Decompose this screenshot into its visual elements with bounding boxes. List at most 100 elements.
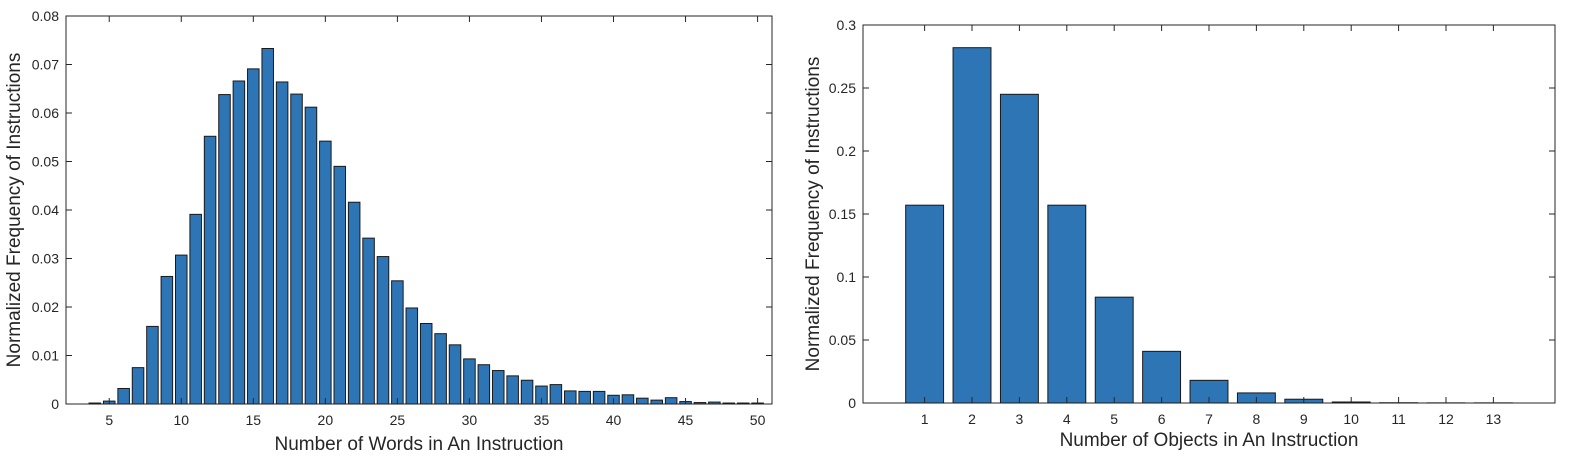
y-tick-label: 0.08 [32, 8, 59, 24]
x-tick-label: 3 [1016, 411, 1024, 427]
y-tick-label: 0.06 [32, 105, 59, 121]
y-tick-group: 0 0.05 0.1 0.15 0.2 0.25 0.3 [829, 17, 1555, 411]
x-tick-label: 5 [105, 412, 113, 428]
bar-32 [491, 370, 505, 405]
x-tick-label: 4 [1063, 411, 1071, 427]
bar-37 [564, 390, 577, 405]
bar-17 [275, 81, 289, 405]
x-tick-label: 6 [1158, 411, 1166, 427]
y-tick-label: 0 [848, 395, 856, 411]
x-tick-label: 40 [606, 412, 622, 428]
bar-20 [319, 140, 332, 405]
bar-6 [1142, 350, 1182, 404]
object-count-histogram: 1 2 3 4 5 6 7 8 9 10 11 12 13 00.050.10.150.20.250.3… [803, 17, 1556, 451]
bar-group [905, 47, 1513, 404]
bar-16 [261, 48, 274, 405]
y-tick-label: 0.2 [837, 143, 857, 159]
bar-9 [160, 275, 174, 405]
bar-24 [376, 256, 390, 405]
word-count-histogram: 5 10 15 20 25 30 35 40 45 50 0 0.01 0.02 0.03 0.04 0.0… [4, 8, 773, 455]
bar-49 [736, 402, 750, 405]
bar-25 [391, 280, 404, 405]
x-tick-group: 1 2 3 4 5 6 7 8 9 10 11 12 13 [921, 25, 1502, 427]
x-axis-label: Number of Objects in An Instruction [1060, 430, 1359, 451]
y-tick-label: 0 [51, 396, 59, 412]
bar-42 [636, 397, 649, 405]
bar-39 [592, 390, 606, 405]
x-tick-label: 1 [921, 411, 929, 427]
bar-48 [722, 402, 736, 405]
x-tick-label: 8 [1252, 411, 1260, 427]
x-tick-label: 5 [1110, 411, 1118, 427]
bar-12 [203, 135, 217, 405]
bar-34 [520, 379, 534, 405]
bar-46 [693, 402, 707, 405]
y-tick-label: 0.1 [837, 269, 857, 285]
y-tick-label: 0.3 [837, 17, 857, 33]
y-axis-label: Normalized Frequency of Instructions [4, 53, 25, 368]
x-tick-label: 45 [678, 412, 694, 428]
y-tick-label: 0.07 [32, 57, 59, 73]
bar-8 [146, 325, 159, 405]
x-tick-label: 20 [318, 412, 334, 428]
bar-21 [333, 165, 347, 405]
x-axis-label: Number of Words in An Instruction [275, 434, 564, 455]
bar-44 [664, 397, 678, 405]
x-tick-label: 35 [534, 412, 550, 428]
bar-29 [448, 344, 462, 405]
y-axis-label: Normalized Frequency of Instructions [803, 57, 824, 372]
bar-13 [218, 94, 231, 405]
x-tick-label: 25 [390, 412, 406, 428]
x-tick-label: 10 [1343, 411, 1359, 427]
bar-22 [347, 201, 361, 405]
bar-33 [506, 375, 519, 405]
bar-14 [232, 80, 246, 405]
x-tick-label: 30 [462, 412, 478, 428]
x-tick-label: 10 [173, 412, 189, 428]
bar-7 [131, 367, 145, 405]
bar-26 [405, 307, 419, 405]
bar-1 [905, 204, 945, 404]
bar-38 [578, 390, 591, 405]
y-tick-label: 0.04 [32, 202, 59, 218]
bar-28 [434, 333, 447, 405]
x-tick-label: 7 [1205, 411, 1213, 427]
y-tick-label: 0.01 [32, 348, 59, 364]
bar-6 [117, 387, 130, 405]
x-tick-label: 11 [1391, 411, 1406, 427]
bar-3 [999, 93, 1039, 404]
x-tick-label: 9 [1300, 411, 1308, 427]
x-tick-label: 13 [1486, 411, 1502, 427]
bar-41 [621, 394, 635, 405]
bar-15 [247, 68, 260, 405]
bar-43 [650, 399, 663, 405]
bar-18 [290, 93, 303, 405]
y-tick-label: 0.25 [829, 80, 856, 96]
x-tick-label: 50 [750, 412, 766, 428]
x-tick-label: 15 [246, 412, 262, 428]
x-tick-label: 2 [968, 411, 976, 427]
x-tick-label: 12 [1438, 411, 1454, 427]
bar-36 [549, 384, 563, 405]
bar-10 [175, 254, 188, 405]
y-tick-label: 0.02 [32, 299, 59, 315]
bar-2 [952, 47, 992, 404]
bar-30 [463, 358, 476, 405]
bar-31 [477, 364, 491, 405]
y-tick-label: 0.05 [829, 332, 856, 348]
bar-group [88, 48, 764, 405]
bar-19 [304, 106, 318, 405]
y-tick-label: 0.03 [32, 251, 59, 267]
y-tick-label: 0.15 [829, 206, 856, 222]
y-tick-group: 0 0.01 0.02 0.03 0.04 0.05 0.06 0.07 0.08 [32, 8, 772, 412]
x-tick-group: 5 10 15 20 25 30 35 40 45 50 [105, 16, 766, 428]
bar-4 [88, 402, 102, 405]
bar-11 [189, 213, 202, 405]
bar-4 [1047, 204, 1087, 404]
bar-5 [1094, 296, 1134, 404]
bar-47 [708, 401, 721, 405]
bar-27 [419, 322, 433, 405]
y-tick-label: 0.05 [32, 154, 59, 170]
bar-23 [362, 237, 375, 405]
